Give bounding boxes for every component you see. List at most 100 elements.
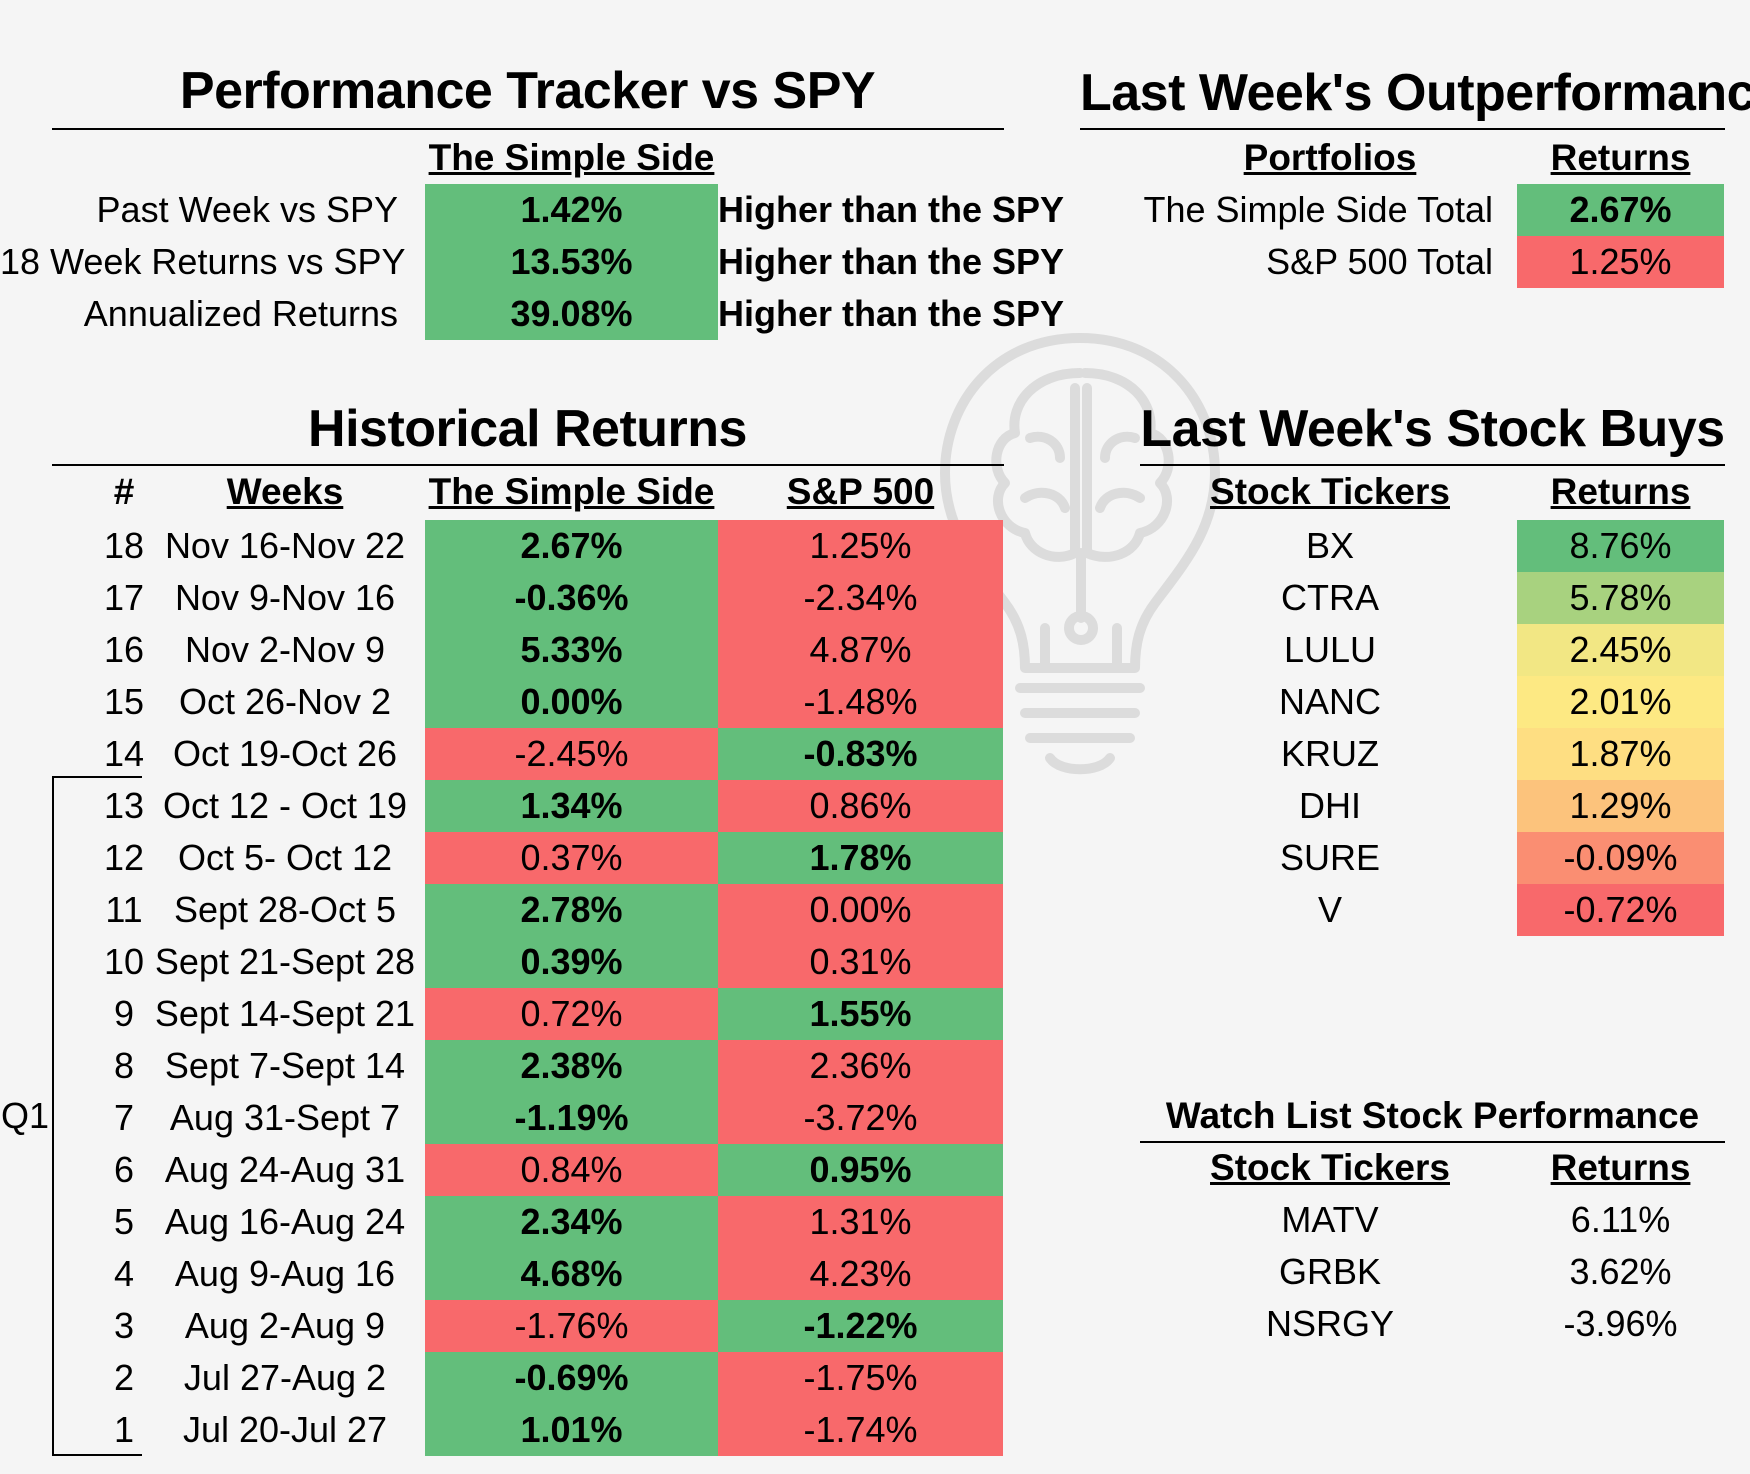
- outperformance-row-value: 1.25%: [1517, 236, 1724, 288]
- table-row-weeks: Aug 31-Sept 7: [169, 1097, 401, 1138]
- table-row-sp500: 1.78%: [718, 832, 1003, 884]
- table-row-simple: 5.33%: [425, 624, 718, 676]
- watch-list-return: 3.62%: [1569, 1251, 1672, 1292]
- table-row-weeks: Oct 5- Oct 12: [177, 837, 393, 878]
- table-row-weeks: Nov 16-Nov 22: [164, 525, 406, 566]
- table-row-weeks: Nov 9-Nov 16: [174, 577, 396, 618]
- table-row-simple: 0.00%: [425, 676, 718, 728]
- table-row-weeks: Aug 16-Aug 24: [164, 1201, 406, 1242]
- num-header: #: [113, 471, 135, 512]
- outperformance-row-value: 2.67%: [1517, 184, 1724, 236]
- table-row-simple: 0.37%: [425, 832, 718, 884]
- quarter-label: Q1: [0, 1095, 50, 1136]
- stock-buys-return: 2.45%: [1517, 624, 1724, 676]
- portfolios-header: Portfolios: [1243, 137, 1417, 178]
- outperformance-title: Last Week's Outperformance: [1080, 64, 1750, 122]
- table-row-simple: -0.69%: [425, 1352, 718, 1404]
- table-row-simple: 1.01%: [425, 1404, 718, 1456]
- watch-list-ticker: GRBK: [1278, 1251, 1382, 1292]
- table-row-weeks: Aug 9-Aug 16: [174, 1253, 396, 1294]
- weeks-header: Weeks: [226, 471, 344, 512]
- table-row-num: 9: [113, 993, 135, 1034]
- table-row-num: 5: [113, 1201, 135, 1242]
- table-row-num: 17: [103, 577, 145, 618]
- table-row-simple: -2.45%: [425, 728, 718, 780]
- stock-buys-title-rule: [1140, 464, 1725, 466]
- table-row-sp500: -1.74%: [718, 1404, 1003, 1456]
- watch-list-return: -3.96%: [1563, 1303, 1678, 1344]
- tracker-row-note: Higher than the SPY: [718, 241, 1065, 282]
- table-row-sp500: 4.23%: [718, 1248, 1003, 1300]
- table-row-num: 12: [103, 837, 145, 878]
- table-row-sp500: -0.83%: [718, 728, 1003, 780]
- stock-buys-title: Last Week's Stock Buys: [1140, 400, 1725, 458]
- table-row-simple: -0.36%: [425, 572, 718, 624]
- table-row-sp500: 0.00%: [718, 884, 1003, 936]
- outperformance-title-rule: [1080, 128, 1725, 130]
- watch-list-returns-header: Returns: [1550, 1147, 1691, 1188]
- watch-list-title: Watch List Stock Performance: [1165, 1095, 1700, 1136]
- table-row-simple: 2.38%: [425, 1040, 718, 1092]
- outperformance-row-label: S&P 500 Total: [1266, 241, 1493, 282]
- table-row-num: 18: [103, 525, 145, 566]
- tracker-row-label: 18 Week Returns vs SPY: [0, 241, 406, 282]
- table-row-sp500: 1.55%: [718, 988, 1003, 1040]
- watch-list-ticker: NSRGY: [1265, 1303, 1395, 1344]
- tracker-row-label: Past Week vs SPY: [96, 189, 398, 230]
- stock-buys-ticker: KRUZ: [1281, 733, 1379, 774]
- outperformance-returns-header: Returns: [1550, 137, 1691, 178]
- tracker-row-note: Higher than the SPY: [718, 189, 1065, 230]
- stock-buys-returns-header: Returns: [1550, 471, 1691, 512]
- table-row-weeks: Aug 24-Aug 31: [164, 1149, 406, 1190]
- sp500-header: S&P 500: [786, 471, 935, 512]
- stock-buys-ticker: NANC: [1278, 681, 1381, 722]
- table-row-weeks: Aug 2-Aug 9: [184, 1305, 386, 1346]
- table-row-sp500: -1.48%: [718, 676, 1003, 728]
- table-row-sp500: 2.36%: [718, 1040, 1003, 1092]
- table-row-weeks: Oct 26-Nov 2: [178, 681, 392, 722]
- table-row-weeks: Oct 19-Oct 26: [172, 733, 398, 774]
- table-row-weeks: Jul 20-Jul 27: [182, 1409, 388, 1450]
- table-row-num: 1: [113, 1409, 135, 1450]
- stock-buys-return: 1.87%: [1517, 728, 1724, 780]
- table-row-num: 16: [103, 629, 145, 670]
- table-row-sp500: 0.31%: [718, 936, 1003, 988]
- stock-buys-return: 8.76%: [1517, 520, 1724, 572]
- stock-buys-ticker: SURE: [1279, 837, 1381, 878]
- table-row-sp500: 0.86%: [718, 780, 1003, 832]
- table-row-simple: 2.34%: [425, 1196, 718, 1248]
- table-row-weeks: Oct 12 - Oct 19: [162, 785, 408, 826]
- tracker-row-value: 1.42%: [425, 184, 718, 236]
- table-row-simple: 2.78%: [425, 884, 718, 936]
- watch-list-tickers-header: Stock Tickers: [1210, 1147, 1450, 1188]
- watch-list-ticker: MATV: [1281, 1199, 1379, 1240]
- table-row-simple: 0.39%: [425, 936, 718, 988]
- table-row-weeks: Sept 14-Sept 21: [154, 993, 416, 1034]
- lightbulb-brain-icon: [940, 333, 1220, 775]
- stock-buys-return: 2.01%: [1517, 676, 1724, 728]
- simple-side-header: The Simple Side: [428, 471, 715, 512]
- table-row-simple: 2.67%: [425, 520, 718, 572]
- stock-buys-return: -0.09%: [1517, 832, 1724, 884]
- table-row-num: 4: [113, 1253, 135, 1294]
- table-row-sp500: 1.25%: [718, 520, 1003, 572]
- table-row-sp500: 4.87%: [718, 624, 1003, 676]
- stock-buys-tickers-header: Stock Tickers: [1210, 471, 1450, 512]
- table-row-sp500: 0.95%: [718, 1144, 1003, 1196]
- table-row-num: 7: [113, 1097, 135, 1138]
- stock-buys-ticker: CTRA: [1281, 577, 1379, 618]
- tracker-row-note: Higher than the SPY: [718, 293, 1065, 334]
- table-row-simple: -1.19%: [425, 1092, 718, 1144]
- table-row-num: 2: [113, 1357, 135, 1398]
- table-row-simple: 1.34%: [425, 780, 718, 832]
- table-row-num: 3: [113, 1305, 135, 1346]
- table-row-sp500: -1.22%: [718, 1300, 1003, 1352]
- stock-buys-ticker: V: [1317, 889, 1342, 930]
- stock-buys-ticker: BX: [1305, 525, 1355, 566]
- table-row-sp500: 1.31%: [718, 1196, 1003, 1248]
- table-row-simple: 4.68%: [425, 1248, 718, 1300]
- tracker-row-label: Annualized Returns: [83, 293, 398, 334]
- stock-buys-return: -0.72%: [1517, 884, 1724, 936]
- table-row-simple: -1.76%: [425, 1300, 718, 1352]
- table-row-weeks: Sept 21-Sept 28: [154, 941, 416, 982]
